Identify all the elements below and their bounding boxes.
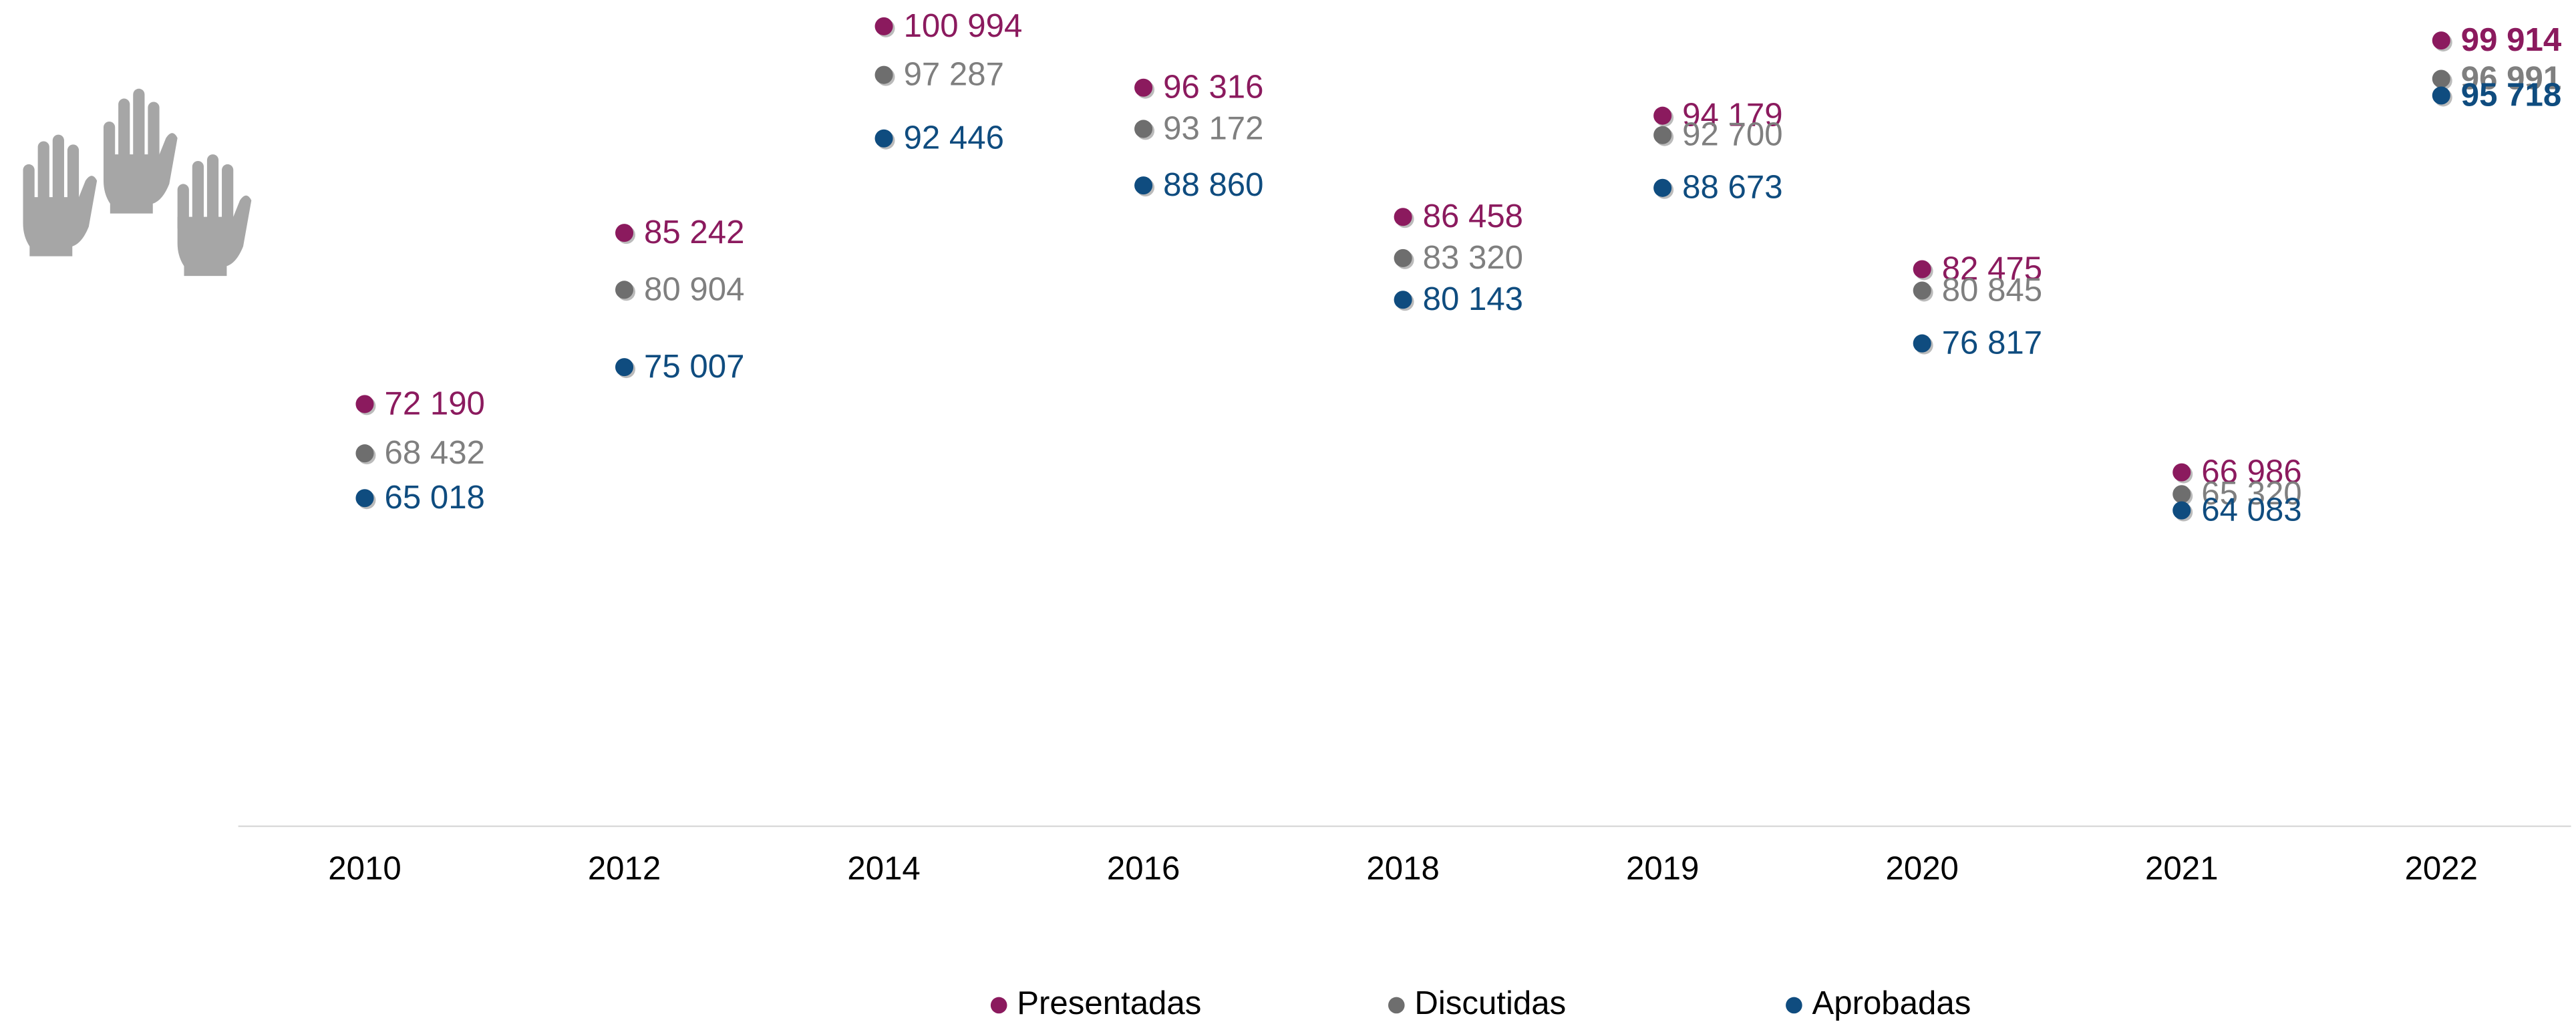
dot (2172, 463, 2191, 482)
x-tick-label: 2010 (328, 850, 401, 886)
x-tick-label: 2016 (1107, 850, 1180, 886)
legend-marker (990, 997, 1007, 1014)
dot (355, 444, 374, 463)
dot (355, 395, 374, 413)
data-label: 96 991 (2461, 59, 2561, 96)
data-label: 80 904 (644, 271, 744, 307)
data-label: 76 817 (1942, 325, 2042, 361)
dot (874, 129, 893, 148)
data-label: 72 190 (384, 385, 484, 421)
legend-marker (1786, 997, 1802, 1014)
x-tick-label: 2019 (1626, 850, 1699, 886)
x-tick-label: 2018 (1366, 850, 1439, 886)
dot (1134, 120, 1153, 138)
data-label: 93 172 (1163, 110, 1263, 146)
data-label: 96 316 (1163, 69, 1263, 106)
x-tick-label: 2020 (1886, 850, 1959, 886)
x-tick-label: 2021 (2145, 850, 2218, 886)
dot (355, 489, 374, 508)
data-label: 95 718 (2461, 76, 2561, 113)
dot (2432, 31, 2450, 50)
dot (1653, 106, 1672, 125)
data-label: 92 700 (1682, 116, 1782, 153)
dot (1913, 281, 1931, 300)
data-label: 82 475 (1942, 250, 2042, 287)
dot (2172, 485, 2191, 504)
dot (1394, 291, 1412, 309)
data-label: 68 432 (384, 434, 484, 471)
data-label: 99 914 (2461, 21, 2562, 58)
dot (615, 224, 634, 242)
data-label: 88 860 (1163, 166, 1263, 203)
dot (2432, 69, 2450, 88)
dot (2172, 501, 2191, 520)
data-label: 92 446 (904, 120, 1004, 156)
dot (1653, 126, 1672, 144)
data-label: 88 673 (1682, 169, 1782, 206)
dot (1394, 248, 1412, 267)
data-label: 65 320 (2201, 475, 2301, 512)
data-label: 64 083 (2201, 492, 2301, 528)
dot (874, 65, 893, 84)
dot (1134, 176, 1153, 195)
data-label: 80 143 (1423, 281, 1523, 317)
data-label: 94 179 (1682, 97, 1782, 134)
dot (1653, 178, 1672, 197)
dot (1394, 208, 1412, 226)
data-label: 85 242 (644, 214, 744, 250)
dot (1134, 78, 1153, 97)
data-label: 75 007 (644, 348, 744, 385)
x-tick-label: 2022 (2405, 850, 2478, 886)
legend-marker (1388, 997, 1405, 1014)
dot (1913, 334, 1931, 353)
dot (615, 281, 634, 299)
x-tick-label: 2012 (588, 850, 661, 886)
data-label: 86 458 (1423, 198, 1523, 234)
dot (1913, 260, 1931, 279)
legend-label: Aprobadas (1812, 985, 1971, 1021)
dot (2432, 86, 2450, 105)
legend-label: Discutidas (1414, 985, 1566, 1021)
data-label: 97 287 (904, 56, 1004, 93)
data-label: 83 320 (1423, 239, 1523, 276)
data-label: 66 986 (2201, 454, 2301, 490)
data-label: 100 994 (904, 7, 1023, 44)
x-tick-label: 2014 (847, 850, 920, 886)
data-label: 80 845 (1942, 271, 2042, 308)
hands-icon (23, 88, 252, 277)
dot (615, 358, 634, 377)
legend-label: Presentadas (1017, 985, 1201, 1021)
data-label: 65 018 (384, 479, 484, 516)
dot (874, 17, 893, 35)
